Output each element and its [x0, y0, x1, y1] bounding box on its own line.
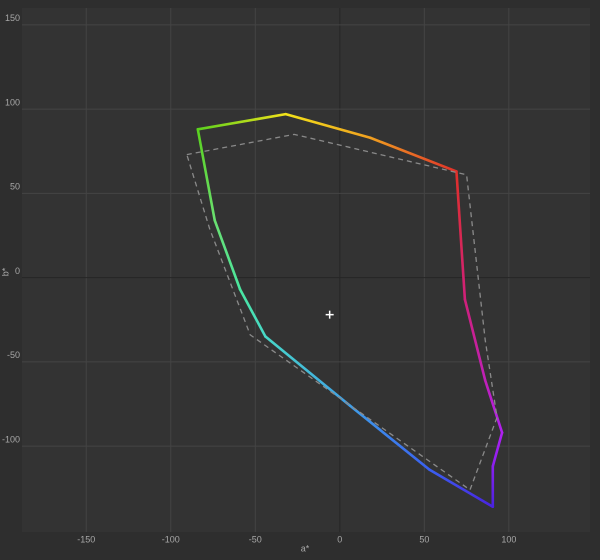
y-tick-label: 100 [5, 97, 20, 107]
x-tick-label: 100 [501, 534, 516, 544]
gamut-edge [196, 128, 217, 222]
x-tick-label: 50 [419, 534, 429, 544]
x-tick-label: 0 [337, 534, 342, 544]
y-tick-label: -50 [7, 350, 20, 360]
gamut-edge [428, 468, 495, 509]
gamut-edge [348, 404, 431, 471]
gamut-edge [368, 136, 458, 173]
y-tick-label: 0 [15, 266, 20, 276]
x-axis-label: a* [301, 543, 310, 553]
x-tick-label: -150 [77, 534, 95, 544]
white-point-marker [325, 310, 334, 319]
gamut-edge [491, 431, 504, 468]
gamut-edge [196, 112, 288, 131]
gamut-edge [264, 335, 352, 407]
x-tick-label: -50 [249, 534, 262, 544]
gamut-edge [463, 298, 487, 382]
y-tick-label: 50 [10, 182, 20, 192]
x-tick-label: -100 [162, 534, 180, 544]
plot-area [22, 8, 590, 532]
y-axis-label: b* [0, 267, 10, 276]
y-tick-label: -100 [2, 434, 20, 444]
gamut-edge [483, 379, 504, 434]
gamut-edge [213, 218, 242, 291]
gamut-edge [455, 170, 467, 301]
y-tick-label: 150 [5, 13, 20, 23]
gamut-edge [284, 112, 372, 140]
gamut-edge [238, 288, 267, 338]
